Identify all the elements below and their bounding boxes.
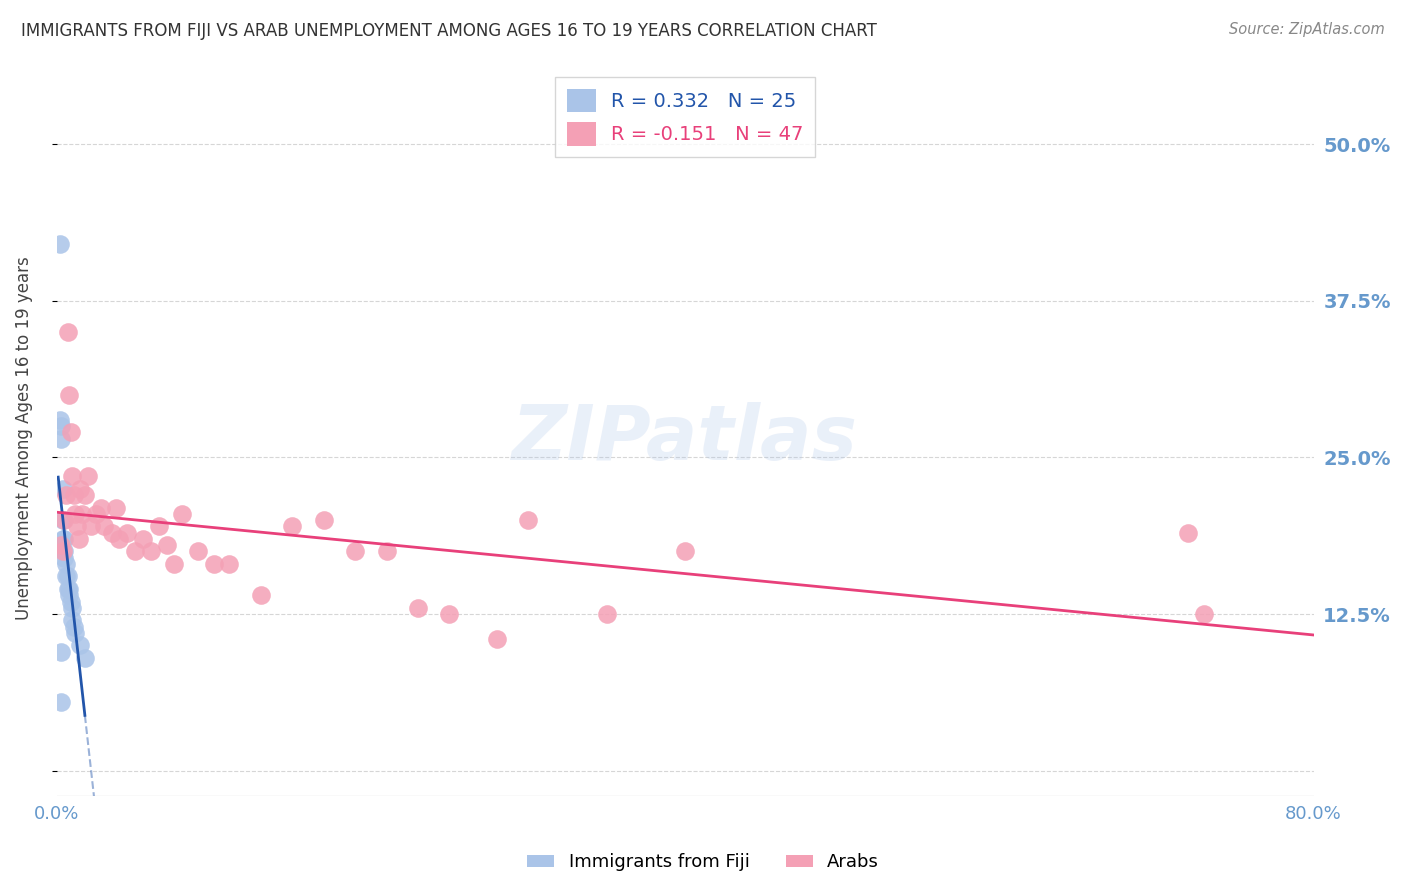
Point: [485, 632, 508, 646]
Point: [80, 519, 103, 533]
Point: [53, 550, 76, 565]
Point: [202, 557, 225, 571]
Point: [59, 425, 82, 440]
Text: Source: ZipAtlas.com: Source: ZipAtlas.com: [1229, 22, 1385, 37]
Point: [53, 513, 76, 527]
Point: [48, 413, 70, 427]
Point: [148, 519, 170, 533]
Point: [60, 613, 83, 627]
Point: [70, 507, 93, 521]
Point: [53, 544, 76, 558]
Text: ZIPatlas: ZIPatlas: [512, 401, 858, 475]
Point: [73, 488, 96, 502]
Point: [48, 237, 70, 252]
Point: [375, 544, 398, 558]
Point: [93, 519, 115, 533]
Point: [51, 419, 73, 434]
Point: [52, 482, 75, 496]
Point: [187, 544, 209, 558]
Point: [90, 500, 112, 515]
Point: [108, 532, 131, 546]
Point: [51, 538, 73, 552]
Point: [124, 544, 146, 558]
Point: [53, 532, 76, 546]
Point: [63, 619, 86, 633]
Point: [55, 488, 77, 502]
Point: [56, 569, 79, 583]
Legend: R = 0.332   N = 25, R = -0.151   N = 47: R = 0.332 N = 25, R = -0.151 N = 47: [555, 77, 815, 157]
Point: [58, 388, 80, 402]
Point: [67, 532, 90, 546]
Point: [312, 513, 335, 527]
Point: [84, 507, 107, 521]
Point: [250, 588, 273, 602]
Point: [105, 500, 128, 515]
Point: [1192, 607, 1215, 621]
Point: [139, 544, 162, 558]
Point: [51, 645, 73, 659]
Point: [172, 507, 194, 521]
Point: [51, 432, 73, 446]
Point: [281, 519, 304, 533]
Point: [65, 625, 87, 640]
Point: [58, 582, 80, 596]
Point: [52, 544, 75, 558]
Point: [51, 695, 73, 709]
Point: [218, 557, 240, 571]
Y-axis label: Unemployment Among Ages 16 to 19 years: Unemployment Among Ages 16 to 19 years: [15, 257, 32, 621]
Text: IMMIGRANTS FROM FIJI VS ARAB UNEMPLOYMENT AMONG AGES 16 TO 19 YEARS CORRELATION : IMMIGRANTS FROM FIJI VS ARAB UNEMPLOYMEN…: [21, 22, 877, 40]
Point: [73, 651, 96, 665]
Point: [60, 600, 83, 615]
Point: [56, 325, 79, 339]
Point: [60, 469, 83, 483]
Point: [69, 482, 91, 496]
Point: [56, 582, 79, 596]
Legend: Immigrants from Fiji, Arabs: Immigrants from Fiji, Arabs: [520, 847, 886, 879]
Point: [595, 607, 617, 621]
Point: [100, 525, 122, 540]
Point: [69, 639, 91, 653]
Point: [58, 588, 80, 602]
Point: [63, 488, 86, 502]
Point: [439, 607, 461, 621]
Point: [59, 594, 82, 608]
Point: [52, 513, 75, 527]
Point: [155, 538, 177, 552]
Point: [163, 557, 186, 571]
Point: [406, 600, 429, 615]
Point: [66, 519, 89, 533]
Point: [673, 544, 696, 558]
Point: [1177, 525, 1199, 540]
Point: [65, 507, 87, 521]
Point: [55, 557, 77, 571]
Point: [77, 469, 100, 483]
Point: [344, 544, 367, 558]
Point: [55, 569, 77, 583]
Point: [132, 532, 155, 546]
Point: [117, 525, 139, 540]
Point: [52, 532, 75, 546]
Point: [517, 513, 540, 527]
